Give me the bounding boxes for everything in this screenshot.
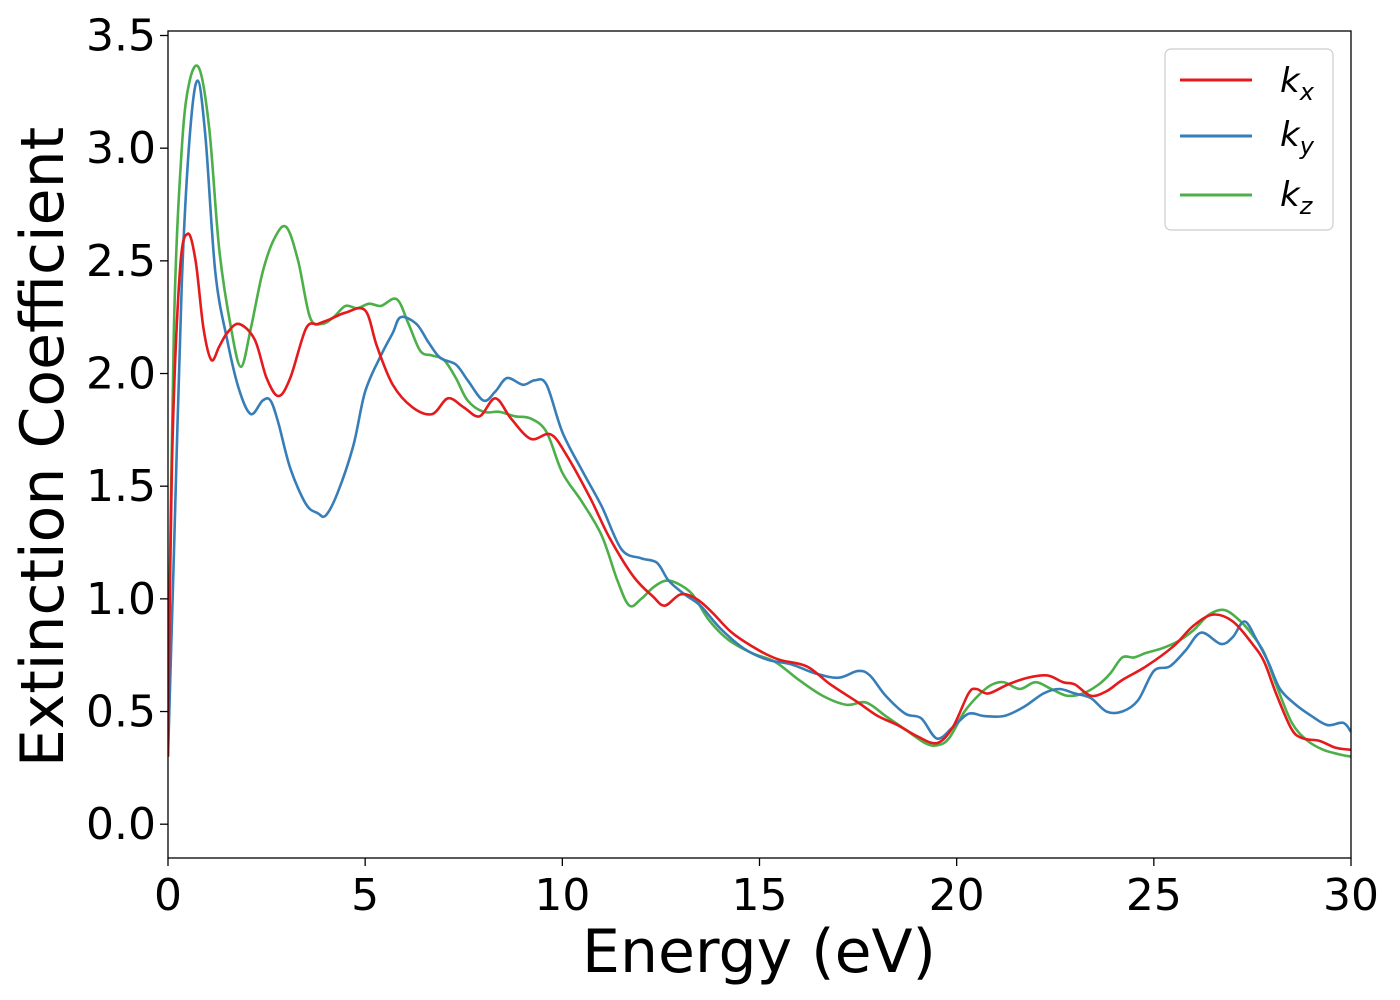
y-tick-label: 0.0 bbox=[86, 799, 156, 850]
y-tick-label: 1.5 bbox=[86, 461, 156, 512]
legend: kx ky kz bbox=[1164, 48, 1334, 231]
x-tick-label: 15 bbox=[732, 870, 788, 921]
x-axis-title: Energy (eV) bbox=[582, 917, 936, 987]
y-axis: 0.0 0.5 1.0 1.5 2.0 2.5 3.0 3.5 bbox=[86, 11, 168, 850]
x-tick-label: 0 bbox=[154, 870, 182, 921]
series-line-ky bbox=[168, 79, 1351, 757]
x-tick-label: 25 bbox=[1126, 870, 1182, 921]
y-tick-label: 3.5 bbox=[86, 11, 156, 62]
y-tick-label: 2.0 bbox=[86, 349, 156, 400]
legend-label-kz: kz bbox=[1280, 175, 1314, 220]
legend-label-ky: ky bbox=[1280, 115, 1315, 160]
y-tick-label: 1.0 bbox=[86, 574, 156, 625]
series-layer bbox=[168, 64, 1351, 758]
x-tick-label: 5 bbox=[351, 870, 379, 921]
series-line-kx bbox=[168, 232, 1351, 757]
legend-label-kx: kx bbox=[1280, 61, 1315, 106]
plot-background bbox=[168, 31, 1351, 858]
y-tick-label: 2.5 bbox=[86, 236, 156, 287]
y-tick-label: 0.5 bbox=[86, 687, 156, 738]
x-tick-label: 10 bbox=[534, 870, 590, 921]
y-tick-label: 3.0 bbox=[86, 123, 156, 174]
y-axis-title: Extinction Coefficient bbox=[8, 127, 78, 767]
x-axis: 0 5 10 15 20 25 30 bbox=[154, 858, 1379, 921]
x-tick-label: 30 bbox=[1323, 870, 1379, 921]
x-tick-label: 20 bbox=[929, 870, 985, 921]
legend-box bbox=[1164, 48, 1334, 231]
